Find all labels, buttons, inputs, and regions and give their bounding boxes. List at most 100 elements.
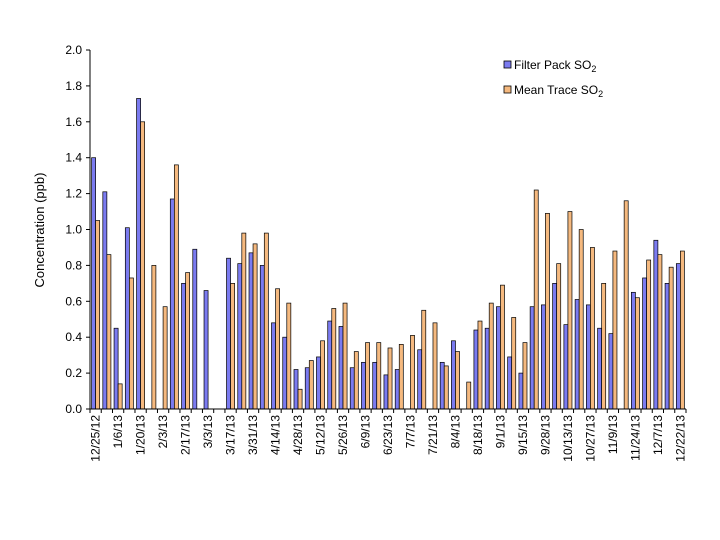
bar-filter-pack-12-7-13 [653,239,659,410]
bar-filter-pack-2-24-13 [192,248,198,410]
bar-mean-trace-10-13-13 [567,211,573,410]
bar-filter-pack-9-15-13 [518,372,524,410]
bar-filter-pack-3-17-13 [226,257,231,410]
x-tick-label-3-31-13: 3/31/13 [246,415,260,455]
bar-mean-trace-7-28-13 [443,365,449,410]
bar-filter-pack-5-12-13 [316,356,321,410]
x-tick-label-8-18-13: 8/18/13 [471,415,485,455]
bar-filter-pack-7-14-13 [417,349,423,410]
y-tick-label: 1.4 [65,151,82,165]
x-tick-label-4-14-13: 4/14/13 [269,415,283,455]
bar-mean-trace-6-16-13 [376,342,382,410]
bar-filter-pack-12-25-12 [91,157,96,410]
bar-mean-trace-12-22-13 [680,250,685,410]
bar-filter-pack-11-3-13 [597,327,603,410]
bar-filter-pack-6-30-13 [394,369,400,410]
bar-mean-trace-6-23-13 [387,347,393,410]
bar-mean-trace-7-14-13 [421,309,427,410]
bar-mean-trace-9-8-13 [511,317,517,410]
legend-subscript-index-filter-pack: 2 [591,64,596,74]
bar-mean-trace-9-1-13 [500,284,505,410]
x-ticks-group: 12/25/12 1/6/13 1/20/13 2/3/13 2/17/13 3/3/13… [89,409,687,462]
legend-item-filter-pack: Filter Pack SO2 [503,58,596,74]
bar-mean-trace-11-24-13 [635,297,640,410]
bar-filter-pack-8-18-13 [473,329,479,410]
x-tick-label-1-6-13: 1/6/13 [111,415,125,449]
bar-mean-trace-9-22-13 [533,189,539,410]
bar-filter-pack-5-19-13 [327,320,333,410]
bar-filter-pack-10-20-13 [574,299,580,410]
bar-mean-trace-8-11-13 [466,381,472,410]
bar-mean-trace-2-3-13 [162,306,168,410]
bar-mean-trace-9-15-13 [522,342,528,410]
bar-filter-pack-3-31-13 [248,252,254,410]
legend: Filter Pack SO2 Mean Trace SO2 [503,58,603,99]
bar-mean-trace-4-14-13 [275,288,280,410]
bar-filter-pack-4-14-13 [271,322,276,410]
bar-mean-trace-1-1-13 [106,254,112,410]
legend-label-filter-pack: Filter Pack SO2 [514,58,596,74]
bars-group [91,98,685,410]
x-tick-label-12-7-13: 12/7/13 [651,415,665,455]
bar-mean-trace-4-28-13 [297,388,303,410]
bar-mean-trace-1-27-13 [151,265,157,410]
x-tick-label-7-21-13: 7/21/13 [426,415,440,455]
x-tick-label-2-17-13: 2/17/13 [179,415,193,455]
bar-filter-pack-8-25-13 [484,327,490,410]
bar-mean-trace-10-6-13 [556,263,562,410]
legend-item-mean-trace: Mean Trace SO2 [503,83,603,99]
x-tick-label-4-28-13: 4/28/13 [291,415,305,455]
x-tick-label-11-24-13: 11/24/13 [628,415,642,461]
bar-mean-trace-6-2-13 [353,351,359,410]
legend-subscript-base-mean-trace: SO [581,83,598,97]
bar-mean-trace-12-1-13 [646,259,652,410]
bar-mean-trace-6-30-13 [398,344,404,410]
bar-mean-trace-12-15-13 [668,266,674,410]
bar-filter-pack-5-5-13 [304,367,310,410]
x-tick-label-11-9-13: 11/9/13 [606,415,620,454]
x-tick-label-10-13-13: 10/13/13 [561,415,575,462]
x-tick-label-6-9-13: 6/9/13 [359,415,373,449]
y-tick-label: 1.0 [65,223,82,237]
bar-filter-pack-9-8-13 [507,356,513,410]
bar-filter-pack-12-22-13 [675,263,681,410]
bar-mean-trace-3-31-13 [252,243,258,410]
x-tick-label-5-26-13: 5/26/13 [336,415,350,455]
x-tick-label-12-22-13: 12/22/13 [673,415,687,462]
bar-filter-pack-5-26-13 [338,326,344,410]
bar-mean-trace-5-5-13 [308,360,314,410]
bar-filter-pack-1-6-13 [113,327,119,410]
legend-name-filter-pack: Filter Pack [514,58,572,72]
legend-swatch-mean-trace [503,85,512,94]
bar-filter-pack-9-1-13 [496,306,501,410]
bar-mean-trace-3-17-13 [230,283,235,410]
bar-mean-trace-5-26-13 [342,302,348,410]
bar-mean-trace-9-28-13 [545,212,550,410]
bar-filter-pack-9-28-13 [541,304,546,410]
y-tick-label: 0.2 [65,366,82,380]
bar-mean-trace-10-20-13 [578,229,584,410]
legend-label-mean-trace: Mean Trace SO2 [514,83,603,99]
x-tick-label-10-27-13: 10/27/13 [583,415,597,462]
y-tick-label: 0.4 [65,330,82,344]
bar-filter-pack-3-24-13 [237,263,243,410]
y-tick-label: 0.6 [65,294,82,308]
bar-filter-pack-10-27-13 [586,304,591,410]
y-tick-label: 1.2 [65,187,82,201]
bar-mean-trace-2-17-13 [185,272,190,410]
bar-mean-trace-1-20-13 [140,121,146,410]
bar-mean-trace-7-7-13 [410,335,415,410]
legend-swatch-filter-pack [503,60,512,69]
bar-mean-trace-6-9-13 [365,342,370,410]
bar-mean-trace-5-12-13 [320,340,325,410]
bar-mean-trace-8-25-13 [488,302,494,410]
bar-mean-trace-1-13-13 [129,277,134,410]
y-tick-label: 0.0 [65,402,82,416]
bar-filter-pack-4-21-13 [282,336,288,410]
bar-mean-trace-7-21-13 [432,322,438,410]
bar-mean-trace-11-3-13 [601,283,607,410]
bar-filter-pack-12-15-13 [664,283,670,410]
bar-mean-trace-8-4-13 [455,351,460,410]
bar-mean-trace-1-6-13 [117,383,123,410]
